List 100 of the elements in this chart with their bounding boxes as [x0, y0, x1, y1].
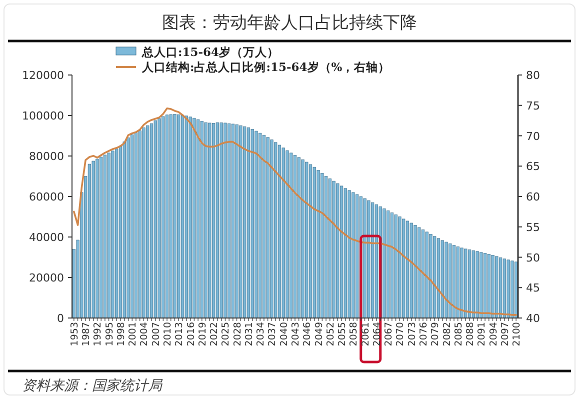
- bar: [118, 146, 122, 318]
- x-tick-label: 2007: [150, 322, 162, 346]
- bar: [224, 122, 227, 318]
- bar: [308, 164, 312, 318]
- bar: [344, 188, 347, 318]
- x-tick-label: 2037: [267, 322, 278, 346]
- x-tick-label: 1953: [69, 322, 80, 346]
- x-tick-label: 1992: [92, 322, 104, 346]
- x-tick-label: 2067: [384, 322, 395, 346]
- bar: [134, 132, 138, 318]
- bar: [498, 257, 502, 318]
- bar: [495, 256, 498, 318]
- bar: [266, 137, 270, 318]
- bar: [250, 129, 254, 318]
- x-tick-label: 2073: [406, 322, 418, 346]
- bar: [367, 200, 370, 318]
- bar: [138, 130, 142, 318]
- bar: [332, 180, 336, 318]
- bar: [328, 178, 332, 318]
- bar: [448, 243, 452, 318]
- bar: [158, 118, 161, 318]
- bar: [436, 238, 440, 318]
- y2-tick-label: 65: [526, 160, 540, 174]
- x-tick-label: 2052: [325, 322, 336, 346]
- bar: [510, 260, 514, 318]
- bar: [352, 192, 355, 318]
- bar: [293, 154, 297, 318]
- bar: [262, 134, 266, 318]
- bar: [177, 114, 180, 318]
- x-tick-label: 2076: [418, 322, 430, 346]
- bar: [402, 218, 406, 318]
- x-tick-label: 2040: [278, 322, 290, 346]
- x-tick-label: 2100: [512, 322, 523, 346]
- x-tick-label: 2091: [476, 322, 488, 346]
- bar: [444, 242, 448, 318]
- bar: [239, 125, 242, 318]
- bar: [111, 150, 114, 318]
- x-tick-label: 2016: [186, 322, 197, 346]
- bar: [355, 194, 359, 318]
- x-tick-label: 2031: [244, 322, 255, 346]
- bar: [107, 152, 110, 318]
- bar: [100, 156, 103, 318]
- bar: [398, 216, 402, 318]
- bar: [192, 118, 196, 318]
- bar: [142, 127, 146, 318]
- y-tick-label: 120000: [22, 69, 64, 82]
- legend-label: 总人口:15-64岁（万人）: [141, 45, 280, 59]
- bar: [115, 148, 118, 318]
- y-tick-label: 80000: [29, 150, 64, 163]
- x-tick-label: 1987: [81, 322, 92, 346]
- y-tick-label: 20000: [29, 272, 64, 284]
- bar: [452, 245, 456, 318]
- bar: [196, 119, 200, 318]
- bar: [472, 250, 475, 318]
- bar: [96, 158, 99, 318]
- bar: [173, 114, 176, 318]
- bar: [200, 120, 204, 318]
- x-tick-label: 2088: [465, 322, 476, 346]
- y-tick-label: 100000: [22, 110, 64, 122]
- bar: [418, 227, 421, 318]
- x-tick-label: 2004: [139, 322, 150, 346]
- y2-tick-label: 50: [526, 251, 540, 264]
- bar: [126, 138, 130, 318]
- bar: [491, 255, 494, 318]
- bar: [270, 140, 274, 318]
- bar: [130, 134, 134, 318]
- bar: [246, 127, 250, 318]
- bar: [464, 248, 468, 318]
- bar: [382, 208, 386, 318]
- bar: [254, 130, 258, 318]
- x-tick-label: 2022: [209, 322, 220, 346]
- x-tick-label: 2019: [197, 322, 208, 346]
- bar: [506, 260, 510, 318]
- bar: [386, 210, 390, 318]
- x-tick-label: 2082: [442, 322, 453, 346]
- y2-tick-label: 60: [526, 190, 540, 204]
- bar: [258, 132, 262, 318]
- bar: [514, 262, 518, 318]
- bar: [286, 150, 289, 318]
- x-tick-label: 2085: [453, 322, 464, 346]
- bar: [305, 162, 308, 318]
- bar: [208, 122, 212, 318]
- bar: [371, 202, 374, 318]
- bar: [336, 183, 340, 318]
- bar: [374, 204, 378, 318]
- bar: [348, 190, 351, 318]
- bar: [165, 114, 169, 318]
- y-tick-label: 40000: [29, 231, 64, 244]
- bar: [162, 116, 165, 318]
- bar: [324, 176, 328, 318]
- bar: [150, 123, 154, 318]
- y2-tick-label: 55: [526, 220, 540, 234]
- legend-label: 人口结构:占总人口比例:15-64岁（%，右轴）: [141, 60, 390, 74]
- bar: [278, 144, 282, 318]
- bar: [414, 225, 417, 318]
- x-tick-label: 2028: [232, 322, 244, 346]
- bar: [394, 214, 398, 318]
- bar: [122, 142, 126, 318]
- bar: [390, 212, 394, 318]
- bar: [468, 250, 472, 318]
